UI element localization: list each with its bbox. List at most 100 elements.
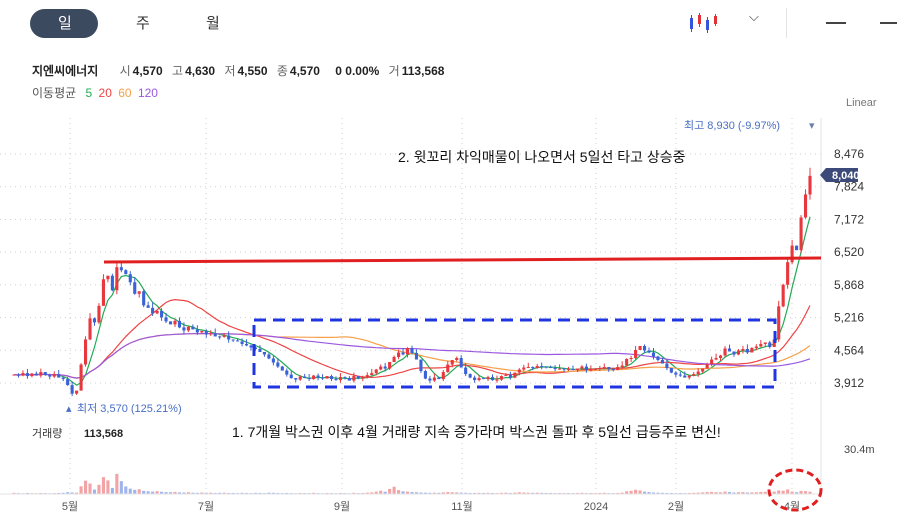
volume-bar [455, 492, 459, 494]
volume-bar [468, 492, 472, 494]
volume-bar [267, 492, 271, 494]
volume-bar [499, 492, 503, 494]
candle-body [719, 355, 723, 359]
high-value: 4,630 [185, 64, 216, 78]
candle-body [710, 359, 714, 365]
ma-5-label: 5 [85, 86, 93, 100]
volume-bar [66, 492, 70, 494]
candle-body [602, 367, 606, 369]
candle-body [83, 339, 88, 365]
volume-bar [92, 489, 97, 494]
candle-body [307, 378, 311, 380]
volume-bar [419, 492, 423, 494]
candle-body [499, 376, 503, 380]
candle-body [535, 366, 539, 369]
candle-chart-icon[interactable] [688, 12, 720, 34]
volume-bar [388, 488, 392, 494]
candle-body [589, 369, 593, 371]
candle-body [271, 358, 275, 363]
volume-bar [736, 492, 741, 494]
tab-week[interactable]: 주 [136, 15, 150, 32]
high-label: 고 [172, 64, 184, 78]
candle-body [616, 367, 620, 371]
candle-body [137, 291, 141, 294]
ma-60-label: 60 [118, 86, 132, 100]
volume-bar [710, 491, 714, 494]
volume-bar [285, 492, 289, 494]
volume-bar [204, 492, 208, 494]
chevron-down-icon[interactable]: ⌵ [749, 9, 759, 24]
ma-5-line [13, 216, 811, 386]
candle-body [772, 339, 776, 347]
candle-body [12, 374, 16, 376]
volume-bar [79, 486, 83, 494]
volume-bar [57, 492, 61, 494]
minus-icon[interactable] [826, 22, 846, 24]
candle-body [432, 377, 436, 381]
volume-panel-label: 거래량 [32, 427, 62, 440]
candle-body [289, 374, 293, 379]
candle-body [414, 352, 419, 360]
volume-bar [669, 492, 673, 494]
volume-bar [692, 492, 696, 494]
candle-body [195, 329, 199, 333]
volume-bar [177, 492, 182, 494]
y-tick-label: 4,564 [834, 343, 864, 357]
scale-mode[interactable]: Linear [846, 97, 877, 109]
candle-body [428, 378, 432, 381]
volume-bar [772, 491, 776, 494]
volume-bar [723, 491, 727, 494]
candle-body [642, 345, 647, 351]
candle-body [405, 347, 410, 355]
candle-body [625, 359, 629, 366]
candle-body [651, 352, 656, 357]
volume-bar [696, 492, 700, 494]
candle-body [781, 284, 785, 307]
candle-body [611, 369, 615, 371]
volume-bar [155, 491, 159, 494]
volume-bar [83, 480, 88, 494]
candle-body [392, 357, 396, 363]
volume-bars [12, 473, 812, 494]
volume-bar [218, 492, 222, 494]
candle-body [52, 374, 56, 377]
candle-body [334, 379, 338, 381]
candle-body [450, 360, 454, 365]
low-marker: 최저 3,570 (125.21%) [77, 402, 182, 415]
high-marker-arrow: ▾ [809, 120, 815, 132]
low-marker-arrow: ▴ [66, 403, 72, 415]
volume-bar [790, 491, 794, 494]
moving-average-lines [13, 216, 811, 386]
volume-bar [526, 492, 530, 494]
volume-bar [168, 492, 173, 494]
volume-bar [392, 486, 396, 494]
volume-bar [137, 489, 141, 494]
volume-bar [428, 492, 432, 494]
volume-bar [504, 492, 508, 494]
volume-bar [745, 492, 749, 494]
x-tick-label: 2월 [668, 500, 684, 513]
volume-bar [383, 491, 387, 494]
volume-bar [763, 491, 767, 494]
candle-body [562, 368, 566, 370]
menu-icon[interactable] [880, 22, 897, 24]
candle-body [665, 363, 669, 369]
candle-body [177, 320, 182, 328]
volume-bar [379, 490, 383, 494]
candle-body [786, 262, 790, 285]
volume-bar [575, 492, 580, 494]
candle-body [352, 376, 356, 381]
candle-body [647, 350, 651, 353]
volume-value-short: 113,568 [401, 64, 445, 78]
volume-bar [110, 487, 114, 494]
volume-bar [298, 492, 302, 494]
volume-bar [361, 492, 365, 494]
tab-day[interactable]: 일 [58, 15, 72, 32]
candle-body [473, 377, 477, 381]
candle-body [155, 310, 159, 314]
volume-bar [61, 492, 65, 494]
candle-body [481, 378, 486, 380]
tab-month[interactable]: 월 [206, 15, 220, 32]
volume-bar [754, 492, 758, 494]
